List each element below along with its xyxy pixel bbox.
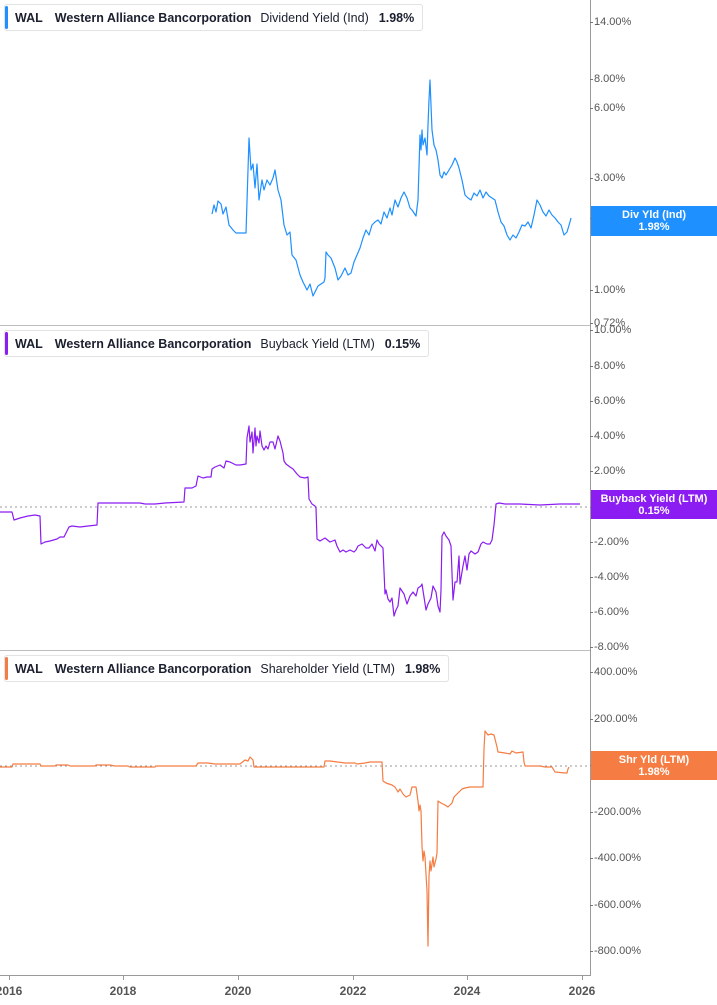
company-name: Western Alliance Bancorporation [54, 661, 252, 676]
y-tick-label: 2.00% [589, 465, 626, 477]
metric-name: Buyback Yield (LTM) [260, 336, 375, 351]
y-tick-label: 200.00% [589, 713, 638, 725]
tag-label: Buyback Yield (LTM) [600, 493, 708, 505]
ticker-label: WAL [15, 661, 43, 676]
y-tick-label: 10.00% [589, 324, 632, 336]
legend-buyback-yield[interactable]: WAL Western Alliance Bancorporation Buyb… [4, 330, 430, 357]
y-tick-label: 3.00% [589, 172, 626, 184]
metric-value: 0.15% [384, 336, 421, 351]
y-tick-label: 8.00% [589, 73, 626, 85]
dividend-yield-line [211, 79, 572, 297]
x-tick-label: 2020 [224, 984, 252, 998]
x-tick-label: 2026 [568, 984, 596, 998]
x-tick [238, 975, 239, 980]
shareholder-yield-line [0, 730, 590, 947]
x-tick [353, 975, 354, 980]
x-tick-label: 2022 [339, 984, 367, 998]
y-tick-label: -6.00% [590, 606, 629, 618]
current-value-tag-dividend: Div Yld (Ind) 1.98% [591, 206, 717, 236]
y-tick-label: 4.00% [589, 430, 626, 442]
x-tick [9, 975, 10, 980]
y-tick-label: 6.00% [589, 102, 626, 114]
buyback-yield-line [0, 425, 590, 617]
current-value-tag-shareholder: Shr Yld (LTM) 1.98% [591, 751, 717, 780]
tag-value: 1.98% [638, 221, 670, 233]
y-tick-label: 8.00% [589, 360, 626, 372]
x-axis-line [0, 975, 591, 976]
x-tick [123, 975, 124, 980]
panel-divider [0, 650, 590, 651]
buyback-yield-panel: WAL Western Alliance Bancorporation Buyb… [0, 326, 717, 651]
metric-name: Shareholder Yield (LTM) [260, 661, 395, 676]
x-tick-label: 2024 [453, 984, 481, 998]
x-tick-label: 2016 [0, 984, 23, 998]
y-tick-label: -400.00% [589, 852, 642, 864]
y-tick-label: 400.00% [589, 666, 638, 678]
y-tick-label: -8.00% [590, 641, 629, 653]
series-color-marker [5, 657, 8, 680]
y-tick-label: -200.00% [589, 806, 642, 818]
tag-label: Shr Yld (LTM) [618, 754, 690, 766]
x-tick [467, 975, 468, 980]
y-tick-label: 1.00% [589, 284, 626, 296]
series-color-marker [5, 6, 8, 29]
y-tick-label: -2.00% [590, 536, 629, 548]
dividend-yield-panel: WAL Western Alliance Bancorporation Divi… [0, 0, 717, 326]
y-tick-label: 14.00% [589, 16, 632, 28]
shareholder-yield-panel: WAL Western Alliance Bancorporation Shar… [0, 651, 717, 975]
metric-value: 1.98% [378, 10, 415, 25]
legend-shareholder-yield[interactable]: WAL Western Alliance Bancorporation Shar… [4, 655, 450, 682]
x-tick [582, 975, 583, 980]
panel-divider [0, 325, 590, 326]
y-tick-label: 0.72% [589, 317, 626, 329]
current-value-tag-buyback: Buyback Yield (LTM) 0.15% [591, 490, 717, 519]
series-color-marker [5, 332, 8, 355]
y-axis-line [590, 0, 591, 976]
tag-value: 1.98% [638, 766, 670, 778]
tag-label: Div Yld (Ind) [622, 209, 686, 221]
y-tick-label: -800.00% [589, 945, 642, 957]
company-name: Western Alliance Bancorporation [54, 10, 252, 25]
ticker-label: WAL [15, 10, 43, 25]
y-tick-label: 6.00% [589, 395, 626, 407]
tag-value: 0.15% [638, 505, 670, 517]
x-tick-label: 2018 [109, 984, 137, 998]
ticker-label: WAL [15, 336, 43, 351]
metric-value: 1.98% [404, 661, 441, 676]
metric-name: Dividend Yield (Ind) [260, 10, 369, 25]
legend-dividend-yield[interactable]: WAL Western Alliance Bancorporation Divi… [4, 4, 424, 31]
company-name: Western Alliance Bancorporation [54, 336, 252, 351]
y-tick-label: -4.00% [590, 571, 629, 583]
y-tick-label: -600.00% [589, 899, 642, 911]
